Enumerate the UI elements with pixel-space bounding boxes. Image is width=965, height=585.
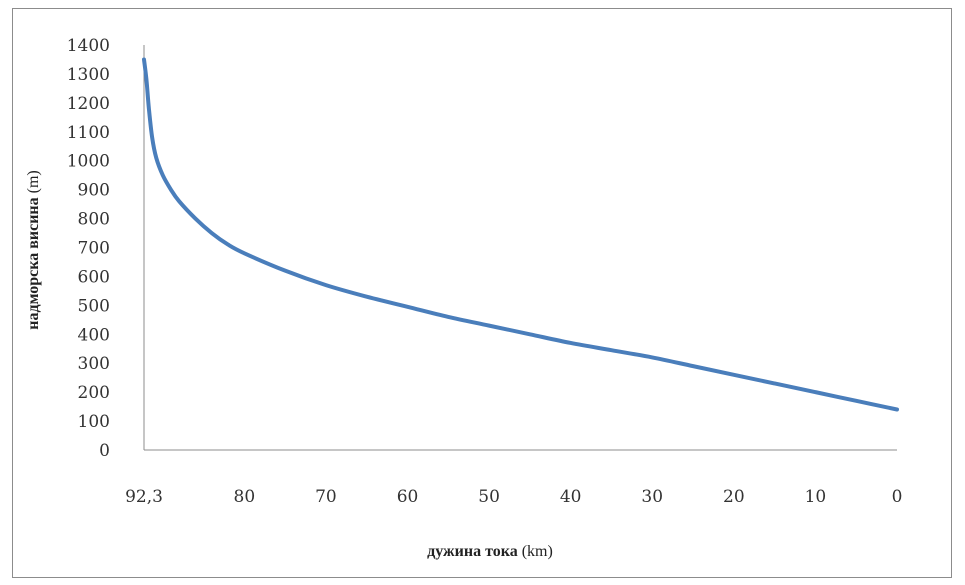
y-tick-label: 300	[78, 354, 110, 374]
x-tick-label: 92,3	[125, 487, 163, 507]
y-tick-label: 600	[78, 267, 110, 287]
x-axis-title-text: дужина тока	[427, 543, 518, 560]
y-tick-label: 200	[78, 383, 110, 403]
y-tick-label: 1300	[67, 65, 110, 85]
x-tick-label: 30	[641, 487, 663, 507]
y-axis-title-unit: (m)	[25, 170, 42, 193]
y-tick-label: 900	[78, 181, 110, 201]
x-axis-tick-labels: 92,3 80 70 60 50 40 30 20 10 0	[125, 487, 902, 507]
y-tick-label: 100	[78, 412, 110, 432]
x-axis-title-unit: (km)	[522, 543, 553, 560]
chart-frame	[12, 8, 952, 578]
y-tick-label: 800	[78, 210, 110, 230]
y-tick-label: 1100	[67, 123, 110, 143]
y-tick-label: 400	[78, 325, 110, 345]
x-tick-label: 70	[315, 487, 337, 507]
x-axis-title: дужина тока (km)	[427, 543, 553, 560]
y-tick-label: 1200	[67, 94, 110, 114]
y-axis-title-text: надморска висина	[25, 197, 42, 329]
x-tick-label: 80	[234, 487, 256, 507]
y-tick-label: 0	[99, 441, 110, 461]
x-tick-label: 0	[892, 487, 903, 507]
x-tick-label: 40	[560, 487, 582, 507]
y-tick-label: 1000	[67, 152, 110, 172]
y-tick-label: 500	[78, 296, 110, 316]
x-tick-label: 60	[397, 487, 419, 507]
y-tick-label: 1400	[67, 36, 110, 56]
y-axis-title: надморска висина (m)	[25, 170, 42, 329]
y-tick-label: 700	[78, 239, 110, 259]
x-tick-label: 10	[805, 487, 827, 507]
x-tick-label: 50	[478, 487, 500, 507]
elevation-series-line	[142, 57, 899, 412]
y-axis-tick-labels: 0 100 200 300 400 500 600 700 800 900 1000 1100 1200…	[67, 36, 110, 461]
x-tick-label: 20	[723, 487, 745, 507]
